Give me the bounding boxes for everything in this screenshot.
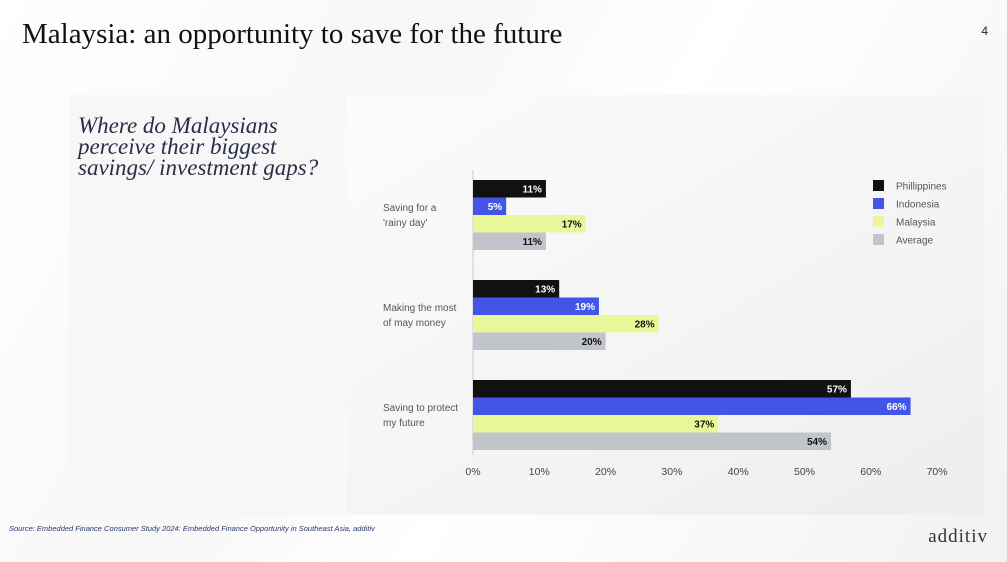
bar-phillippines — [473, 280, 560, 298]
category-label: Saving to protect my future — [383, 403, 458, 429]
bar-value-label: 11% — [522, 185, 542, 196]
bar-value-label: 28% — [635, 320, 655, 331]
bar-value-label: 66% — [887, 402, 907, 413]
bar-malaysia — [473, 415, 719, 433]
additiv-logo: additiv — [928, 526, 988, 547]
bar-value-label: 57% — [827, 385, 847, 396]
x-tick-label: 10% — [529, 466, 550, 478]
bar-phillippines — [473, 180, 546, 198]
x-tick-label: 20% — [595, 466, 616, 478]
bar-indonesia — [473, 397, 911, 415]
x-tick-label: 40% — [728, 466, 749, 478]
bar-value-label: 5% — [488, 202, 503, 213]
category-label: Saving for a'rainy day' — [383, 203, 437, 229]
chart-panel: Saving for a'rainy day' Making the most of… — [346, 95, 984, 515]
bar-indonesia — [473, 197, 507, 215]
bar-indonesia — [473, 297, 599, 315]
bar-value-label: 11% — [522, 237, 542, 248]
x-tick-label: 50% — [794, 466, 815, 478]
legend-label: Average — [896, 236, 934, 247]
legend-label: Phillippines — [896, 182, 947, 193]
legend-swatch-indonesia — [873, 198, 884, 209]
legend-swatch-phillippines — [873, 180, 884, 191]
legend-label: Indonesia — [896, 200, 940, 211]
x-tick-label: 0% — [465, 466, 480, 478]
page-number: 4 — [981, 24, 988, 38]
bar-value-label: 37% — [694, 420, 714, 431]
x-tick-label: 30% — [661, 466, 682, 478]
bar-value-label: 19% — [575, 302, 595, 313]
category-label: Making the most of may money — [383, 303, 457, 329]
bar-value-label: 13% — [535, 285, 555, 296]
x-tick-label: 60% — [860, 466, 881, 478]
bar-malaysia — [473, 315, 659, 333]
bar-average — [473, 432, 832, 450]
legend-label: Malaysia — [896, 218, 936, 229]
bar-chart: Saving for a'rainy day' Making the most of… — [383, 170, 948, 478]
bar-value-label: 20% — [582, 337, 602, 348]
bar-value-label: 17% — [562, 220, 582, 231]
source-note: Source: Embedded Finance Consumer Study … — [9, 524, 375, 533]
question-text: Where do Malaysians perceive their bigge… — [78, 113, 319, 180]
bar-average — [473, 232, 546, 250]
legend-swatch-malaysia — [873, 216, 884, 227]
question-panel: Where do Malaysians perceive their bigge… — [69, 95, 345, 515]
x-tick-label: 70% — [927, 466, 948, 478]
page-title: Malaysia: an opportunity to save for the… — [22, 18, 563, 50]
bar-phillippines — [473, 380, 851, 398]
bar-value-label: 54% — [807, 437, 827, 448]
bar-malaysia — [473, 215, 586, 233]
legend-swatch-average — [873, 234, 884, 245]
bar-average — [473, 332, 606, 350]
